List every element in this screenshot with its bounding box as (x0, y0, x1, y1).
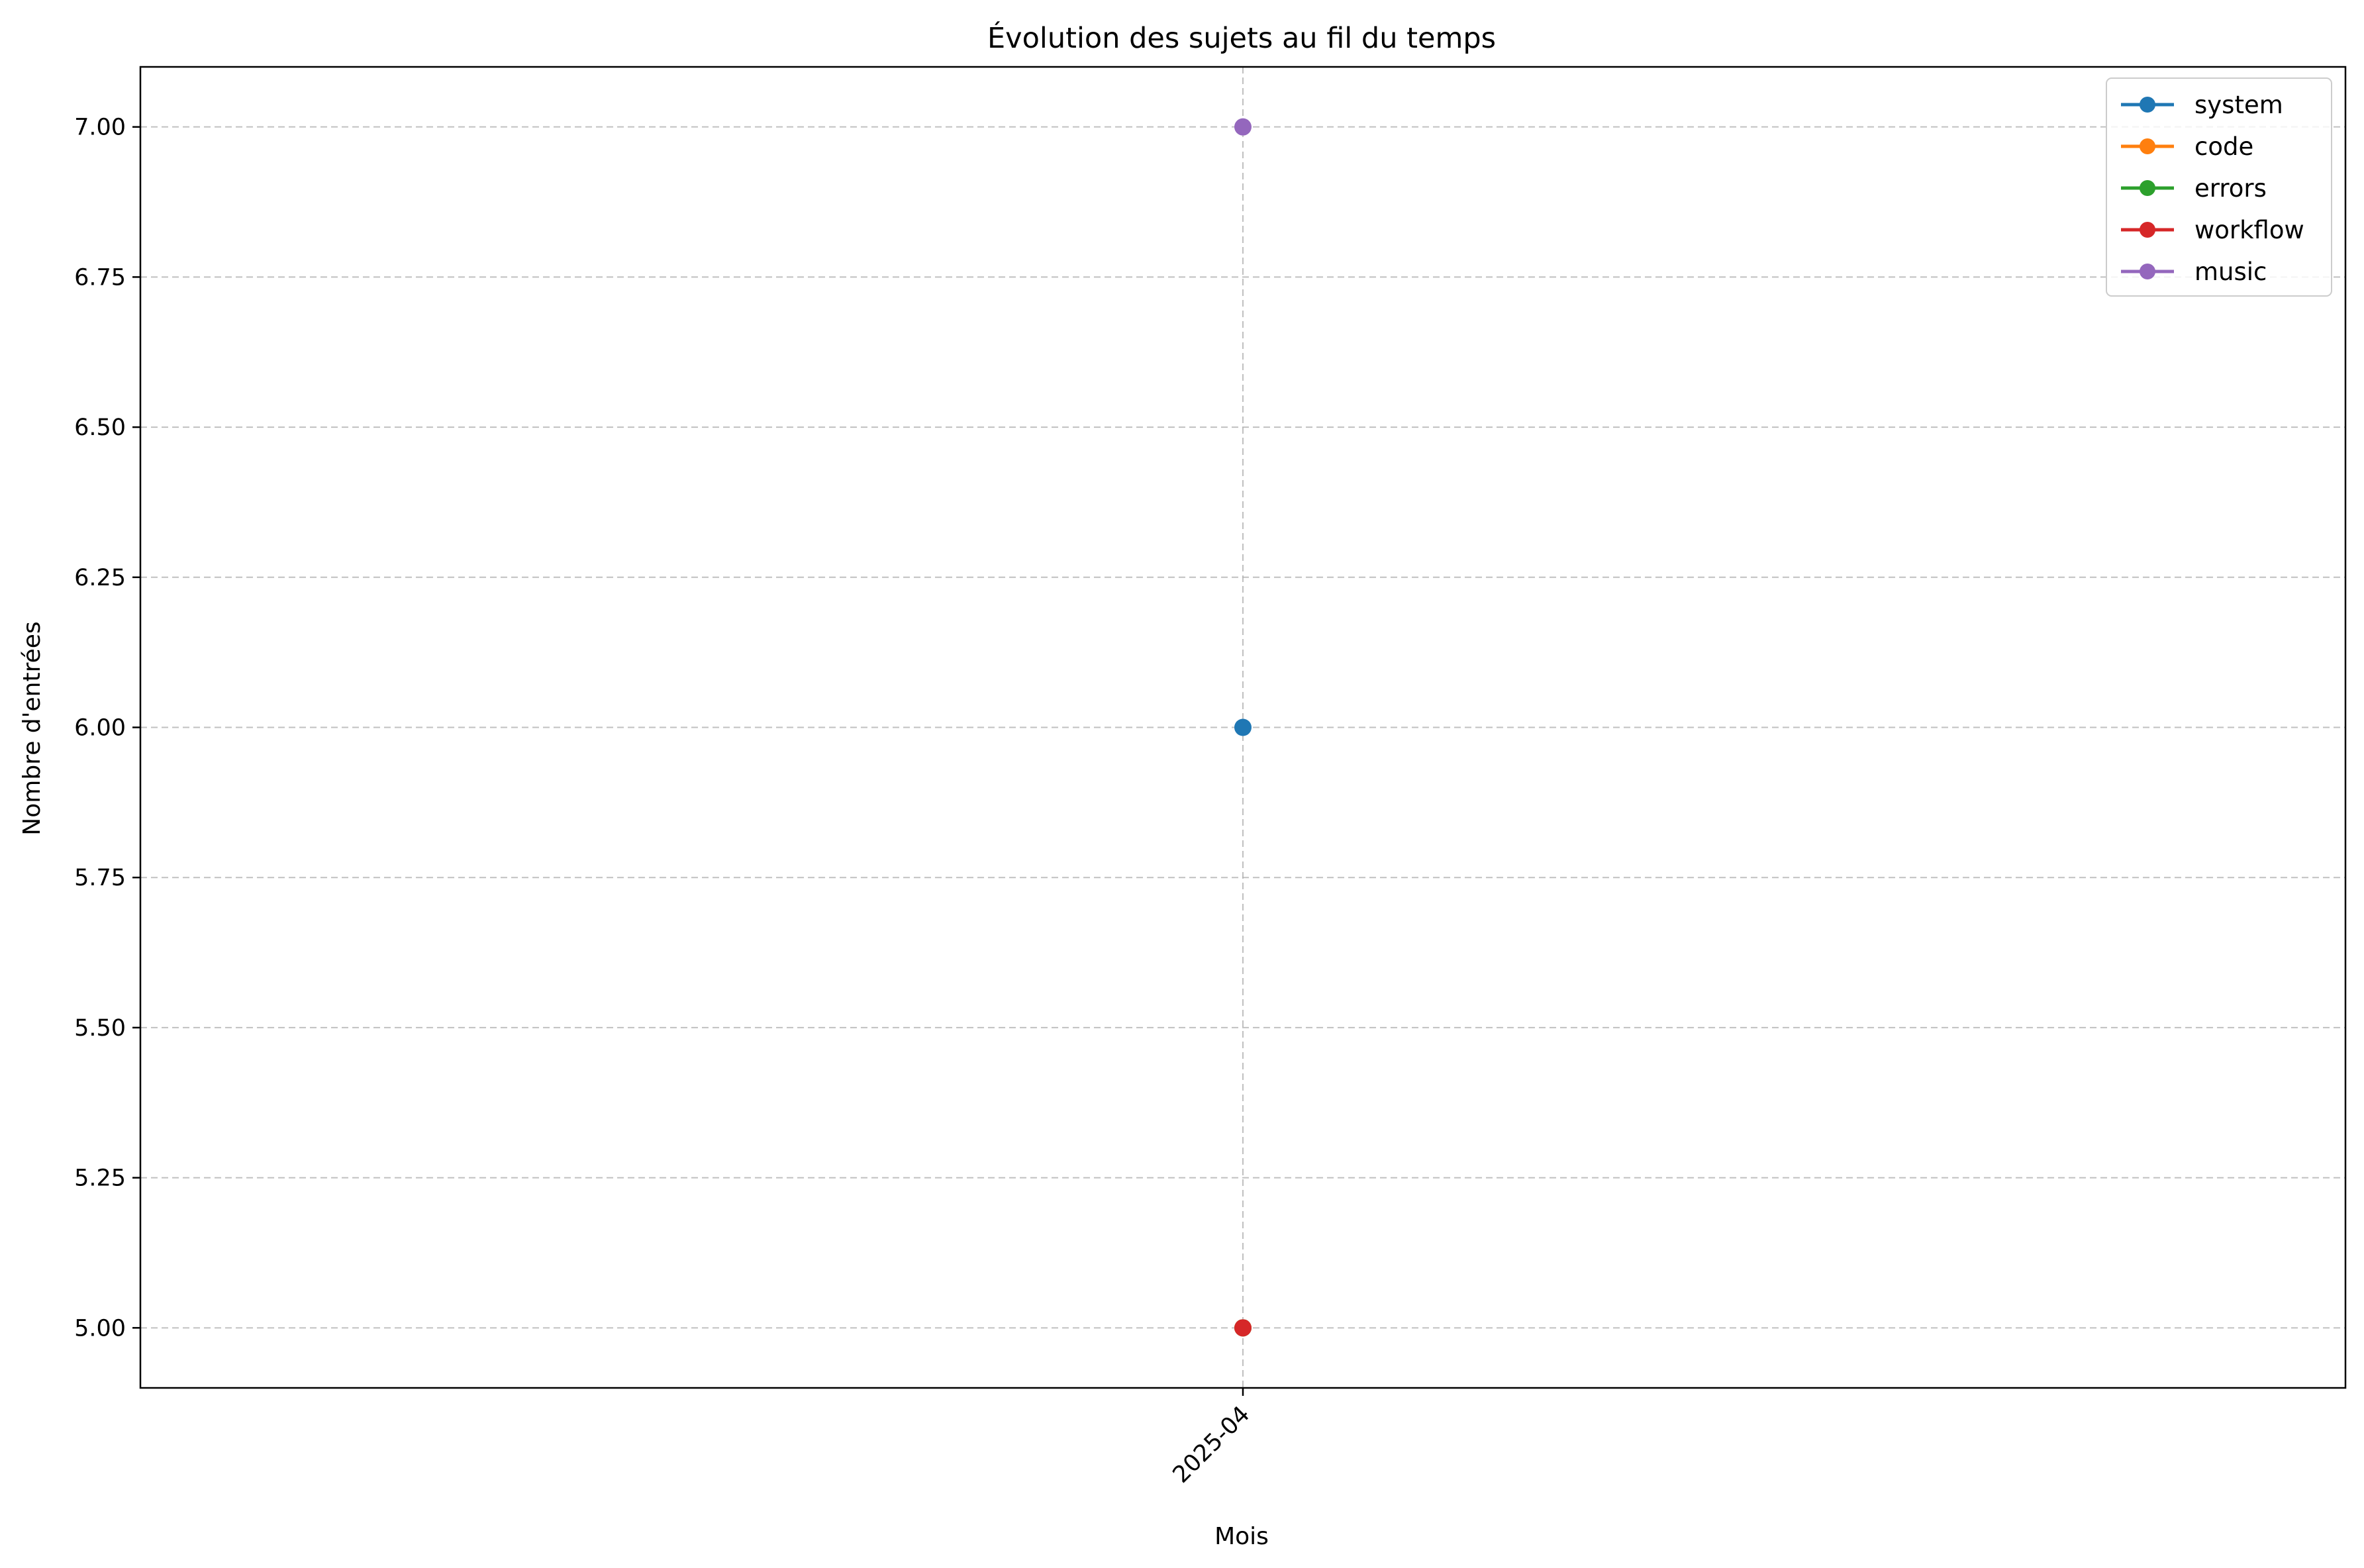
legend-item-code: code (2121, 132, 2253, 161)
series-music (1234, 118, 1252, 136)
legend-item-music: music (2121, 258, 2267, 286)
series-system (1234, 718, 1252, 736)
series-workflow (1234, 1319, 1252, 1337)
legend-box (2106, 77, 2332, 297)
y-tick-label: 7.00 (74, 115, 126, 141)
y-tick-label: 6.25 (74, 565, 126, 591)
legend-item-workflow: workflow (2121, 216, 2304, 244)
legend: system code errors workflow music (2106, 77, 2332, 297)
legend-label: music (2194, 258, 2267, 286)
data-point-music (1234, 118, 1252, 136)
y-tick-label: 5.50 (74, 1015, 126, 1042)
y-tick-label: 6.50 (74, 415, 126, 441)
legend-marker (2140, 222, 2155, 238)
y-tick-label: 5.00 (74, 1315, 126, 1342)
legend-item-errors: errors (2121, 174, 2267, 203)
legend-label: errors (2194, 174, 2267, 203)
legend-marker (2140, 138, 2155, 154)
y-tick-label: 6.75 (74, 264, 126, 291)
legend-marker (2140, 97, 2155, 113)
y-tick-label: 5.75 (74, 865, 126, 891)
legend-item-system: system (2121, 91, 2283, 119)
legend-label: system (2194, 91, 2283, 119)
legend-marker (2140, 180, 2155, 196)
y-tick-label: 5.25 (74, 1165, 126, 1192)
series-layer (1234, 118, 1252, 1337)
y-axis-label: Nombre d'entrées (19, 621, 46, 835)
data-point-system (1234, 718, 1252, 736)
y-tick-label: 6.00 (74, 715, 126, 742)
legend-marker (2140, 264, 2155, 279)
data-point-workflow (1234, 1319, 1252, 1337)
x-axis-label: Mois (1214, 1523, 1269, 1550)
chart-title: Évolution des sujets au fil du temps (987, 21, 1496, 55)
legend-label: workflow (2194, 216, 2304, 244)
legend-label: code (2194, 132, 2253, 161)
y-axis-ticks: 5.00 5.25 5.50 5.75 6.00 6.25 6.50 6.75 7.00 (74, 115, 140, 1342)
